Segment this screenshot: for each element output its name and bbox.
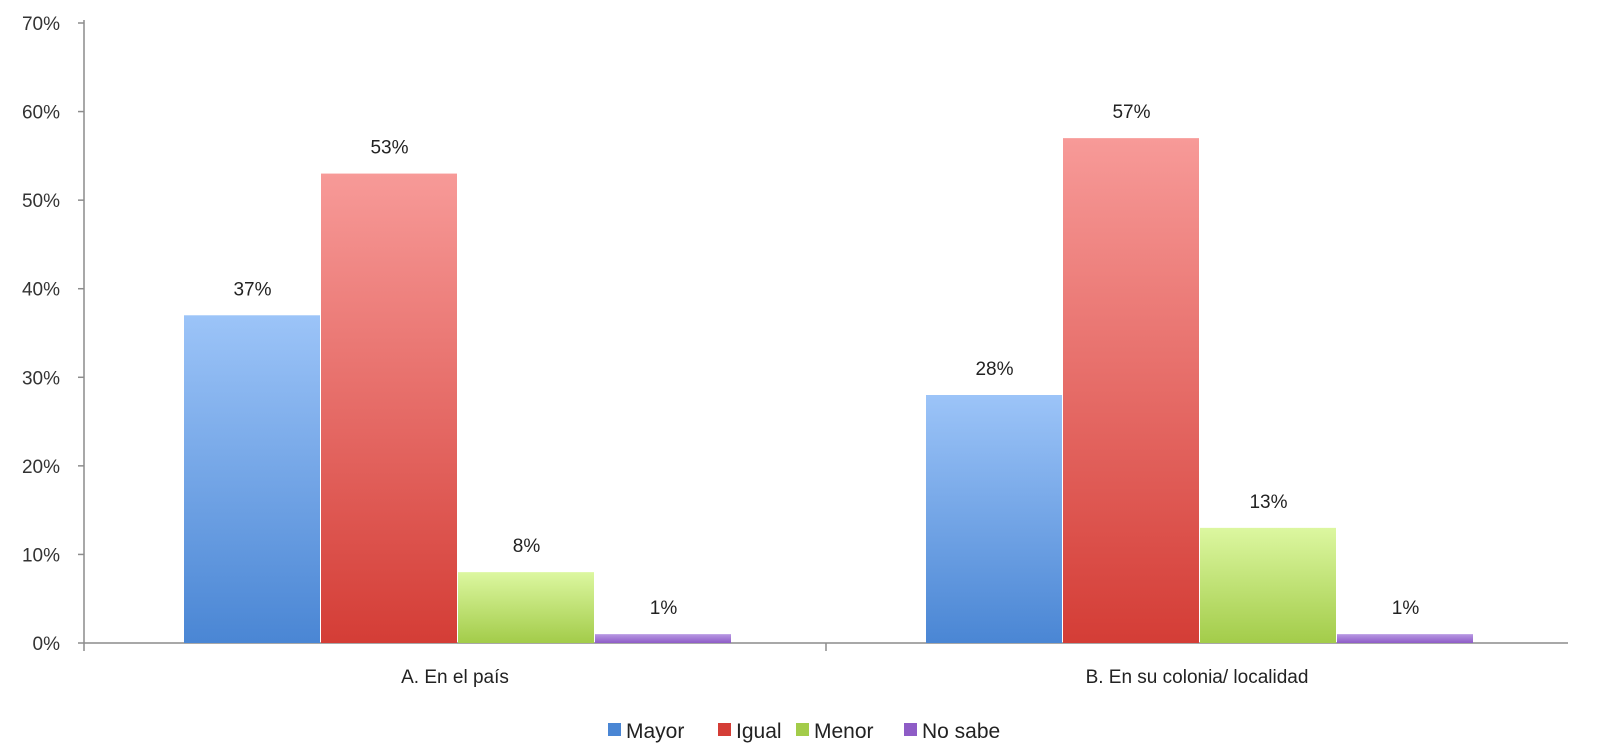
data-label: 1%: [650, 598, 678, 619]
legend: Mayor Igual Menor No sabe: [608, 720, 1000, 743]
legend-label: Menor: [814, 720, 874, 743]
y-tick-label: 10%: [22, 545, 60, 566]
y-tick-label: 40%: [22, 280, 60, 301]
y-tick-label: 0%: [33, 634, 61, 655]
legend-label: No sabe: [922, 720, 1000, 743]
data-label: 37%: [233, 279, 271, 300]
legend-label: Mayor: [626, 720, 684, 743]
legend-swatch-no-sabe: [904, 723, 917, 736]
category-label: A. En el país: [401, 667, 509, 688]
data-label: 8%: [513, 536, 541, 557]
bars: [184, 138, 1473, 644]
data-label: 28%: [975, 359, 1013, 380]
bar-no-sabe: [1337, 634, 1473, 643]
bar-igual: [321, 173, 457, 644]
data-label: 57%: [1112, 102, 1150, 123]
bar-mayor: [184, 315, 320, 643]
bar-igual: [1063, 138, 1199, 643]
y-tick-label: 30%: [22, 368, 60, 389]
data-label: 53%: [370, 138, 408, 159]
legend-swatch-menor: [796, 723, 809, 736]
y-tick-label: 70%: [22, 14, 60, 35]
legend-swatch-mayor: [608, 723, 621, 736]
y-tick-label: 20%: [22, 457, 60, 478]
bar-menor: [458, 572, 594, 643]
bar-mayor: [926, 395, 1062, 643]
legend-swatch-igual: [718, 723, 731, 736]
bar-no-sabe: [595, 634, 731, 643]
legend-label: Igual: [736, 720, 782, 743]
y-tick-label: 50%: [22, 191, 60, 212]
data-label: 1%: [1392, 598, 1420, 619]
data-label: 13%: [1249, 492, 1287, 513]
category-label: B. En su colonia/ localidad: [1086, 667, 1309, 688]
bar-menor: [1200, 527, 1336, 643]
data-labels: 37% 53% 8% 1% 28% 57% 13% 1%: [233, 102, 1419, 619]
y-axis-ticks: 0% 10% 20% 30% 40% 50% 60% 70%: [22, 14, 84, 655]
category-labels: A. En el país B. En su colonia/ localidad: [401, 667, 1308, 688]
y-tick-label: 60%: [22, 103, 60, 124]
